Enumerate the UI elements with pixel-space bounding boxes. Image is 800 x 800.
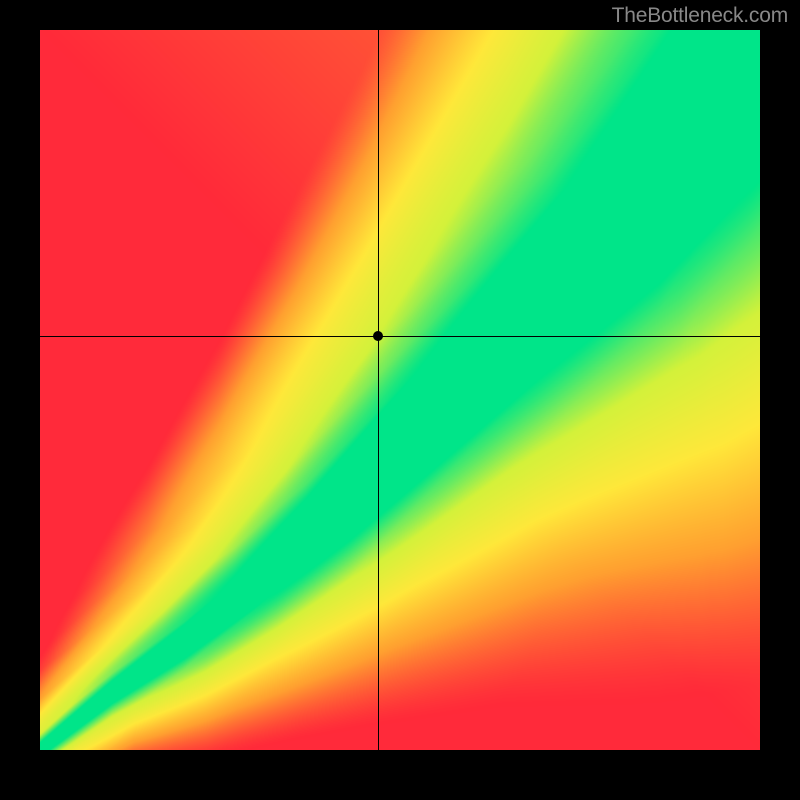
plot-area	[40, 30, 760, 750]
heatmap-canvas	[40, 30, 760, 750]
watermark-text: TheBottleneck.com	[612, 4, 788, 28]
